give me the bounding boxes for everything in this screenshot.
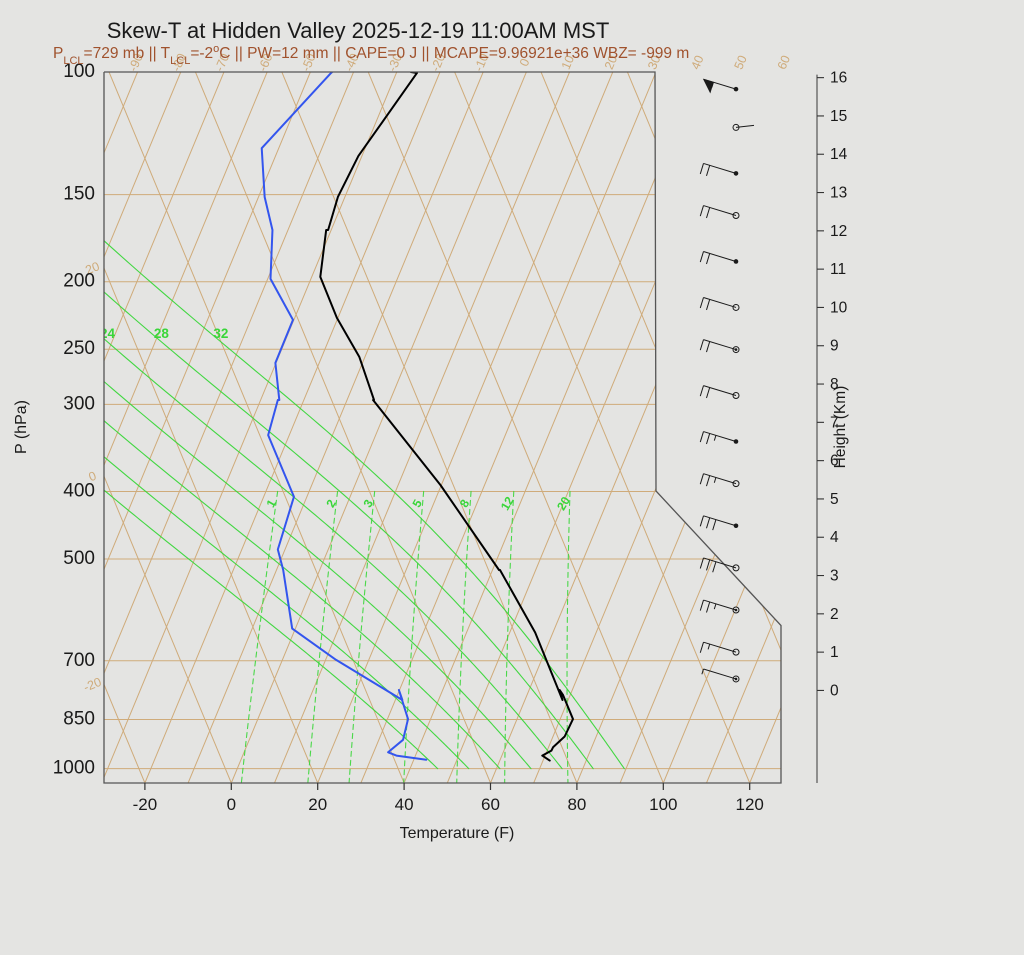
svg-text:14: 14 (830, 146, 848, 163)
svg-text:300: 300 (63, 393, 95, 414)
svg-text:5: 5 (830, 491, 839, 508)
svg-text:1000: 1000 (53, 758, 95, 779)
svg-text:0: 0 (830, 682, 839, 699)
svg-text:150: 150 (63, 184, 95, 205)
svg-text:12: 12 (830, 223, 847, 240)
svg-text:500: 500 (63, 548, 95, 569)
svg-text:32: 32 (213, 326, 228, 341)
svg-text:4: 4 (830, 529, 839, 546)
svg-text:40: 40 (395, 795, 414, 814)
svg-text:9: 9 (830, 338, 839, 355)
svg-text:1: 1 (830, 644, 839, 661)
svg-text:3: 3 (830, 568, 839, 585)
svg-text:200: 200 (63, 271, 95, 292)
svg-text:13: 13 (830, 185, 847, 202)
svg-text:700: 700 (63, 650, 95, 671)
svg-text:400: 400 (63, 480, 95, 501)
svg-text:0: 0 (227, 795, 236, 814)
svg-text:850: 850 (63, 709, 95, 730)
svg-text:80: 80 (567, 795, 586, 814)
svg-text:20: 20 (308, 795, 327, 814)
svg-text:120: 120 (736, 795, 764, 814)
svg-text:250: 250 (63, 338, 95, 359)
svg-text:-20: -20 (133, 795, 158, 814)
svg-text:P (hPa): P (hPa) (13, 400, 30, 454)
svg-text:11: 11 (830, 261, 846, 278)
svg-text:60: 60 (481, 795, 500, 814)
svg-text:Height (Km): Height (Km) (832, 386, 849, 469)
svg-text:2: 2 (830, 606, 839, 623)
svg-text:28: 28 (154, 326, 170, 341)
svg-text:10: 10 (830, 299, 848, 316)
svg-text:100: 100 (649, 795, 677, 814)
svg-text:15: 15 (830, 108, 847, 125)
svg-text:Temperature (F): Temperature (F) (400, 825, 515, 842)
svg-text:16: 16 (830, 70, 847, 87)
svg-text:Skew-T at Hidden Valley 2025-1: Skew-T at Hidden Valley 2025-12-19 11:00… (107, 18, 610, 43)
